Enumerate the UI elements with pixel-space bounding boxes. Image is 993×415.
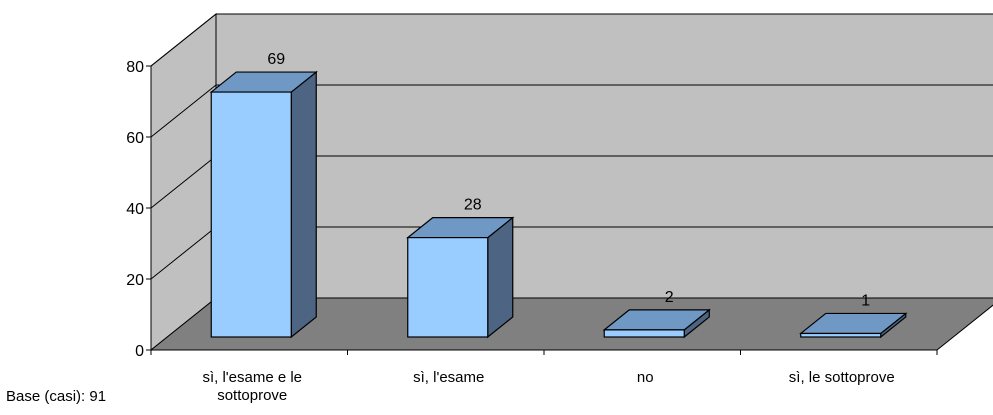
gridline-side [150, 13, 217, 67]
x-category-label: no [636, 369, 654, 386]
y-tick-label: 80 [126, 59, 144, 76]
gridline-side [150, 84, 217, 138]
x-category-label: sì, l'esame e le sottoprove [202, 369, 303, 404]
y-tick-labels: 0 20 40 60 80 [126, 59, 144, 360]
axes [146, 65, 938, 355]
bar-side [290, 70, 317, 339]
data-label: 2 [665, 289, 674, 306]
bar-front [407, 237, 489, 338]
bar-side [487, 216, 514, 339]
bar [406, 216, 515, 339]
data-labels: 69 28 2 1 [267, 51, 870, 309]
bars [209, 70, 908, 339]
x-category-label: sì, le sottoprove [788, 369, 895, 386]
data-label: 28 [464, 197, 482, 214]
x-category-label: sì, l'esame [413, 369, 485, 386]
gridline-side [150, 226, 217, 280]
bar [799, 312, 908, 339]
base-footnote: Base (casi): 91 [6, 388, 107, 405]
y-tick-label: 40 [126, 201, 144, 218]
y-tick-label: 0 [135, 343, 144, 360]
bar [209, 70, 318, 339]
bar [602, 308, 711, 339]
y-tick-label: 60 [126, 130, 144, 147]
gridline-side [150, 155, 217, 209]
bar-front [603, 329, 685, 338]
gridlines [150, 13, 993, 280]
bar-front [800, 332, 882, 338]
y-tick-label: 20 [126, 272, 144, 289]
data-label: 69 [267, 51, 285, 68]
data-label: 1 [861, 292, 870, 309]
bar-front [210, 91, 292, 338]
